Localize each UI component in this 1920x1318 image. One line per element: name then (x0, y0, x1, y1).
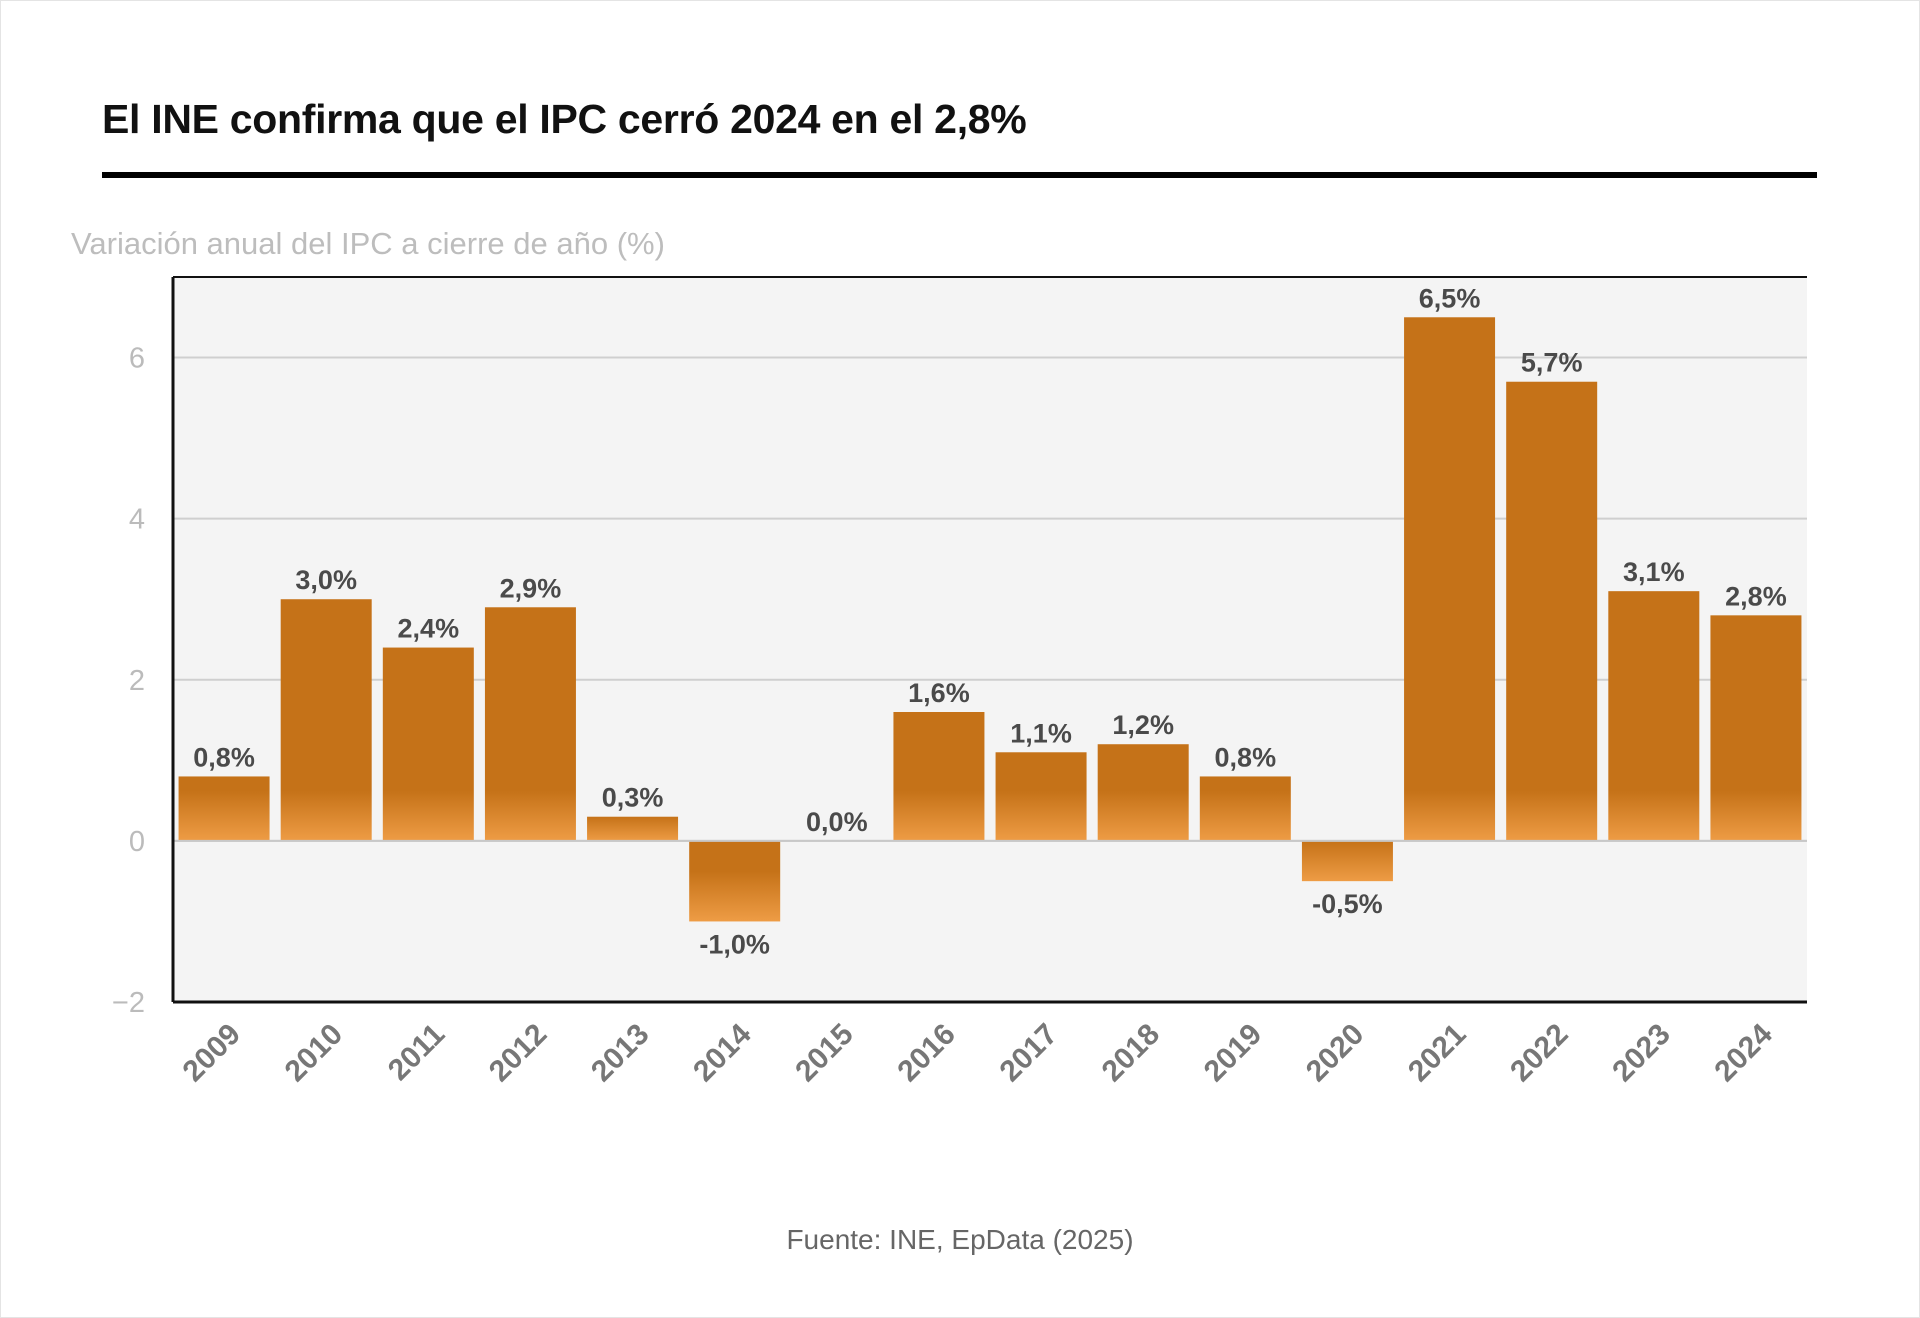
x-tick-label: 2009 (176, 1018, 247, 1089)
x-tick-label: 2023 (1606, 1018, 1677, 1089)
bar (280, 599, 372, 841)
y-tick-label: −2 (112, 987, 145, 1019)
x-tick-label: 2019 (1198, 1018, 1269, 1089)
x-tick-label: 2022 (1504, 1018, 1575, 1089)
data-label: 6,5% (1419, 283, 1481, 313)
x-tick-label: 2018 (1096, 1018, 1167, 1089)
x-tick-label: 2012 (483, 1018, 554, 1089)
data-label: 0,3% (602, 783, 664, 813)
x-tick-label: 2020 (1300, 1018, 1371, 1089)
data-label: -0,5% (1312, 889, 1383, 919)
x-tick-label: 2021 (1402, 1018, 1473, 1089)
x-tick-label: 2015 (789, 1018, 860, 1089)
bar (382, 647, 474, 841)
x-tick-label: 2024 (1708, 1017, 1779, 1088)
data-label: 0,8% (193, 742, 255, 772)
x-tick-label: 2010 (279, 1018, 350, 1089)
bar (893, 712, 985, 841)
data-label: -1,0% (699, 929, 770, 959)
chart-title: El INE confirma que el IPC cerró 2024 en… (102, 96, 1027, 142)
data-label: 5,7% (1521, 348, 1583, 378)
x-tick-label: 2011 (382, 1018, 451, 1087)
data-label: 2,4% (398, 614, 460, 644)
bar (484, 607, 576, 841)
bar (178, 776, 270, 841)
x-tick-label: 2016 (891, 1018, 962, 1089)
y-tick-label: 2 (129, 665, 145, 697)
data-label: 2,9% (500, 573, 562, 603)
data-label: 0,8% (1215, 742, 1277, 772)
data-label: 1,6% (908, 678, 970, 708)
bar (1608, 591, 1700, 841)
title-divider (102, 172, 1817, 178)
y-tick-label: 0 (129, 826, 145, 858)
bar (1710, 615, 1802, 841)
bar (1404, 317, 1496, 841)
bar (689, 840, 781, 922)
bar (1097, 744, 1189, 841)
data-label: 0,0% (806, 807, 868, 837)
x-tick-label: 2013 (585, 1018, 656, 1089)
y-tick-label: 6 (129, 343, 145, 375)
y-tick-label: 4 (129, 504, 145, 536)
data-label: 2,8% (1725, 581, 1787, 611)
data-label: 3,1% (1623, 557, 1685, 587)
source-note: Fuente: INE, EpData (2025) (786, 1224, 1134, 1255)
data-label: 1,1% (1010, 718, 1072, 748)
bar (587, 816, 679, 841)
bar (995, 752, 1087, 841)
bar (1301, 840, 1393, 882)
x-tick-label: 2014 (687, 1017, 758, 1088)
chart-subtitle: Variación anual del IPC a cierre de año … (71, 226, 665, 261)
bar (1199, 776, 1291, 841)
data-label: 1,2% (1112, 710, 1174, 740)
bar (1506, 381, 1598, 841)
data-label: 3,0% (295, 565, 357, 595)
x-tick-label: 2017 (993, 1018, 1064, 1089)
